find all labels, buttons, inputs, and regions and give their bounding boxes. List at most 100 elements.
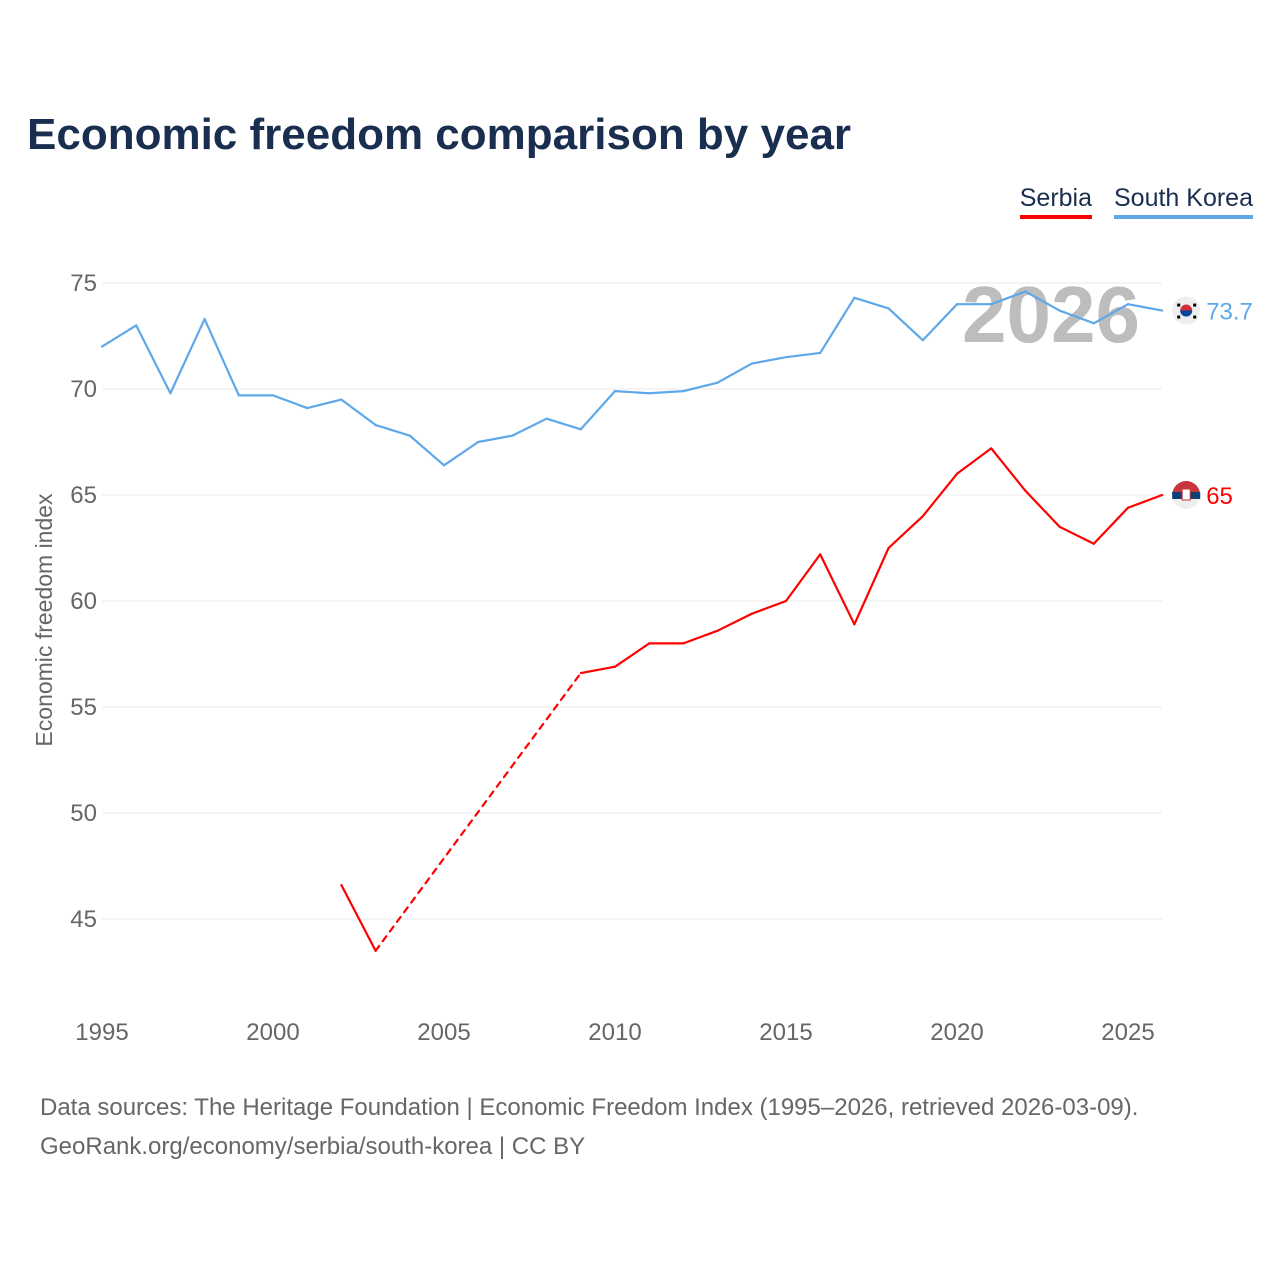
south-korea-segment — [442, 440, 480, 467]
south-korea-segment — [408, 434, 446, 467]
serbia-point — [886, 545, 892, 551]
south-korea-point — [715, 380, 721, 386]
south-korea-segment — [203, 317, 240, 397]
south-korea-point — [99, 344, 105, 350]
serbia-segment — [955, 447, 993, 475]
serbia-point — [612, 664, 618, 670]
south-korea-end-label: 73.7 — [1206, 299, 1253, 326]
x-tick-label: 1995 — [75, 1019, 128, 1046]
serbia-segment — [340, 883, 377, 952]
korea-flag-bottom — [1180, 310, 1193, 317]
serbia-point — [373, 948, 379, 954]
serbia-flag-red — [1172, 481, 1201, 495]
serbia-segment — [716, 612, 753, 632]
serbia-point — [954, 471, 960, 477]
south-korea-segment — [579, 390, 617, 431]
x-tick-label: 2000 — [246, 1019, 299, 1046]
x-tick-label: 2020 — [930, 1019, 983, 1046]
south-korea-segment — [306, 398, 343, 410]
south-korea-point — [1125, 301, 1131, 307]
serbia-segment — [990, 447, 1027, 492]
south-korea-point — [202, 316, 208, 322]
x-tick-label: 2010 — [588, 1019, 641, 1046]
south-korea-segment — [271, 394, 309, 410]
serbia-point — [1022, 488, 1028, 494]
south-korea-point — [1091, 320, 1097, 326]
south-korea-segment — [1092, 303, 1130, 325]
south-korea-segment — [784, 351, 822, 359]
south-korea-point — [1022, 288, 1028, 294]
south-korea-segment — [716, 362, 753, 384]
south-korea-segment — [887, 307, 924, 342]
south-korea-segment — [100, 324, 138, 348]
south-korea-segment — [750, 356, 788, 365]
x-tick-label: 2015 — [759, 1019, 812, 1046]
legend: Serbia South Korea — [1019, 184, 1253, 219]
south-korea-point — [338, 397, 344, 403]
south-korea-point — [920, 337, 926, 343]
south-korea-point — [886, 305, 892, 311]
y-tick-label: 70 — [70, 376, 97, 403]
serbia-point — [1159, 492, 1165, 498]
south-korea-segment — [135, 324, 172, 395]
y-tick-label: 50 — [70, 800, 97, 827]
serbia-segment — [579, 665, 617, 675]
south-korea-point — [304, 405, 310, 411]
serbia-segment — [682, 629, 719, 645]
serbia-point — [646, 640, 652, 646]
south-korea-point — [270, 392, 276, 398]
korea-flag-trigram — [1177, 315, 1181, 319]
south-korea-point — [167, 390, 173, 396]
source-note: Data sources: The Heritage Foundation | … — [40, 1088, 1138, 1166]
south-korea-segment — [648, 390, 685, 395]
south-korea-segment — [853, 296, 890, 310]
serbia-point — [1057, 524, 1063, 530]
legend-serbia[interactable]: Serbia — [1019, 184, 1092, 219]
south-korea-segment — [1024, 290, 1061, 312]
south-korea-segment — [1126, 303, 1164, 312]
serbia-point — [338, 882, 344, 888]
south-korea-segment — [990, 290, 1027, 306]
south-korea-point — [475, 439, 481, 445]
serbia-segment — [887, 515, 924, 550]
source-line-1: Data sources: The Heritage Foundation | … — [40, 1094, 1139, 1121]
south-korea-point — [851, 295, 857, 301]
serbia-segment — [1058, 525, 1095, 545]
south-korea-segment — [477, 434, 514, 444]
y-axis-label: Economic freedom index — [31, 493, 57, 747]
south-korea-segment — [169, 317, 206, 395]
y-tick-label: 60 — [70, 588, 97, 615]
south-korea-point — [1057, 308, 1063, 314]
serbia-segment — [1092, 506, 1130, 545]
south-korea-segment — [545, 417, 582, 431]
korea-flag-trigram — [1193, 303, 1197, 307]
south-korea-point — [544, 416, 550, 422]
serbia-point — [1125, 505, 1131, 511]
south-korea-segment — [374, 423, 411, 437]
serbia-end-label: 65 — [1206, 483, 1233, 510]
korea-flag-trigram — [1177, 303, 1181, 307]
south-korea-point — [441, 462, 447, 468]
south-korea-segment — [819, 296, 856, 355]
serbia-point — [920, 513, 926, 519]
serbia-point — [1091, 541, 1097, 547]
south-korea-segment — [511, 417, 548, 437]
serbia-segment — [374, 671, 582, 952]
legend-south-korea[interactable]: South Korea — [1114, 184, 1253, 219]
south-korea-segment — [921, 303, 959, 342]
source-line-2[interactable]: GeoRank.org/economy/serbia/south-korea |… — [40, 1133, 586, 1160]
south-korea-point — [646, 390, 652, 396]
serbia-point — [851, 621, 857, 627]
south-korea-segment — [340, 398, 377, 427]
serbia-point — [715, 628, 721, 634]
serbia-point — [817, 551, 823, 557]
serbia-segment — [1024, 489, 1061, 528]
south-korea-segment — [613, 390, 651, 395]
south-korea-point — [407, 433, 413, 439]
south-korea-point — [236, 392, 242, 398]
south-korea-point — [817, 350, 823, 356]
serbia-segment — [784, 553, 822, 603]
south-korea-point — [612, 388, 618, 394]
